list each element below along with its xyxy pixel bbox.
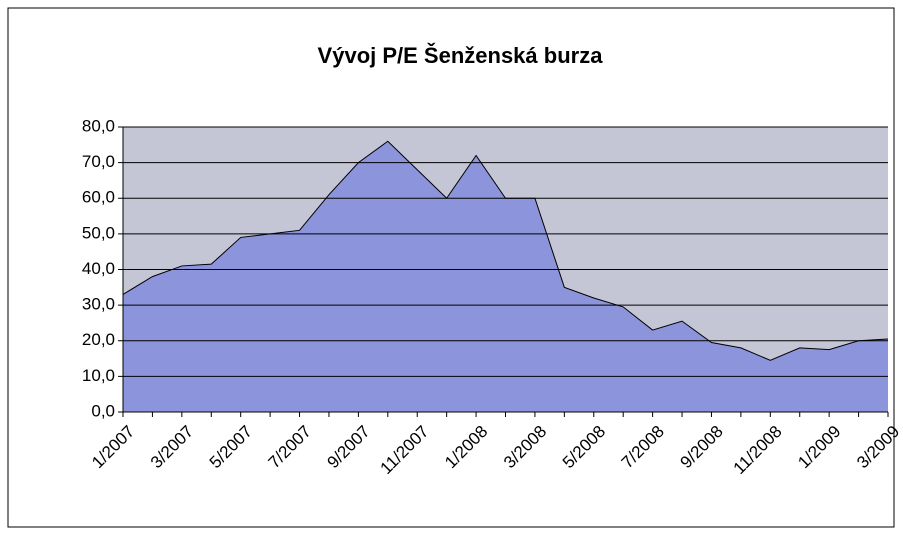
y-tick-label: 20,0 [82, 330, 115, 349]
y-tick-label: 50,0 [82, 223, 115, 242]
y-tick-label: 70,0 [82, 152, 115, 171]
y-tick-label: 80,0 [82, 116, 115, 135]
y-tick-label: 0,0 [91, 401, 115, 420]
y-tick-label: 40,0 [82, 259, 115, 278]
y-tick-label: 60,0 [82, 188, 115, 207]
area [123, 141, 888, 412]
chart-title: Vývoj P/E Šenženská burza [318, 43, 604, 68]
y-tick-label: 10,0 [82, 366, 115, 385]
y-tick-label: 30,0 [82, 295, 115, 314]
